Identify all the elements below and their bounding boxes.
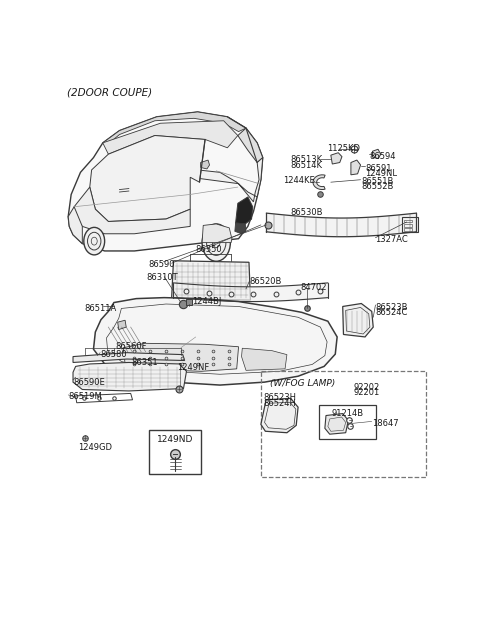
- Polygon shape: [68, 112, 263, 251]
- Bar: [404, 228, 411, 231]
- Text: 18647: 18647: [372, 419, 398, 429]
- Polygon shape: [74, 187, 190, 234]
- Text: 1249NL: 1249NL: [365, 170, 397, 179]
- Polygon shape: [235, 223, 246, 234]
- Polygon shape: [118, 320, 126, 330]
- Polygon shape: [90, 135, 205, 221]
- Bar: [404, 219, 411, 223]
- Text: (W/FOG LAMP): (W/FOG LAMP): [270, 379, 336, 388]
- Polygon shape: [351, 160, 360, 175]
- Text: 86590: 86590: [148, 260, 175, 269]
- Text: 86594: 86594: [370, 152, 396, 161]
- Text: 86524C: 86524C: [375, 308, 408, 317]
- Polygon shape: [331, 152, 342, 164]
- Text: 86551B: 86551B: [361, 177, 394, 186]
- Text: 86519M: 86519M: [68, 392, 102, 401]
- Polygon shape: [313, 175, 325, 189]
- Text: 86560F: 86560F: [115, 342, 146, 351]
- Text: 84702: 84702: [300, 283, 326, 292]
- Text: 86523H: 86523H: [264, 394, 297, 403]
- Text: 1249ND: 1249ND: [157, 435, 193, 444]
- Text: 86514K: 86514K: [290, 161, 322, 170]
- Text: 86310T: 86310T: [147, 273, 178, 282]
- Polygon shape: [123, 343, 239, 371]
- Polygon shape: [73, 353, 185, 362]
- Polygon shape: [103, 121, 238, 154]
- Bar: [319, 404, 376, 439]
- Text: 86530B: 86530B: [290, 208, 323, 217]
- Text: 1249GD: 1249GD: [78, 443, 112, 452]
- Polygon shape: [103, 112, 246, 145]
- Text: 1327AC: 1327AC: [375, 235, 408, 244]
- Polygon shape: [94, 297, 337, 385]
- Text: 1244KE: 1244KE: [283, 176, 315, 185]
- Polygon shape: [372, 149, 381, 159]
- Text: 86591: 86591: [365, 164, 392, 173]
- Polygon shape: [236, 197, 252, 224]
- Polygon shape: [202, 224, 232, 242]
- Text: 86351: 86351: [132, 357, 158, 367]
- Text: 86523B: 86523B: [375, 302, 408, 311]
- Text: 92201: 92201: [353, 388, 379, 397]
- Text: 86520B: 86520B: [250, 277, 282, 286]
- Text: 86590E: 86590E: [73, 378, 105, 387]
- Circle shape: [84, 227, 105, 255]
- Polygon shape: [325, 413, 348, 434]
- Polygon shape: [190, 158, 263, 202]
- Text: 92202: 92202: [353, 383, 379, 392]
- Polygon shape: [201, 160, 210, 169]
- Text: 86511A: 86511A: [84, 304, 117, 313]
- Polygon shape: [241, 348, 287, 370]
- Text: (2DOOR COUPE): (2DOOR COUPE): [67, 87, 153, 98]
- Polygon shape: [261, 398, 298, 433]
- Bar: [404, 224, 411, 227]
- Polygon shape: [73, 362, 186, 391]
- Text: 1244BJ: 1244BJ: [192, 297, 221, 306]
- Bar: [261, 371, 426, 477]
- Text: 86513K: 86513K: [290, 155, 322, 164]
- Text: 86552B: 86552B: [361, 182, 394, 191]
- Text: 86580: 86580: [100, 350, 127, 359]
- Text: 91214B: 91214B: [331, 409, 363, 418]
- Bar: [402, 216, 418, 232]
- Polygon shape: [343, 304, 373, 337]
- Polygon shape: [68, 207, 83, 244]
- Text: 1249NF: 1249NF: [177, 363, 209, 372]
- Text: 86350: 86350: [196, 245, 222, 254]
- Text: 86524H: 86524H: [264, 399, 297, 408]
- Circle shape: [202, 224, 230, 262]
- Bar: [149, 430, 202, 475]
- Text: 1125KD: 1125KD: [327, 144, 360, 153]
- Polygon shape: [172, 261, 251, 300]
- Polygon shape: [238, 128, 263, 163]
